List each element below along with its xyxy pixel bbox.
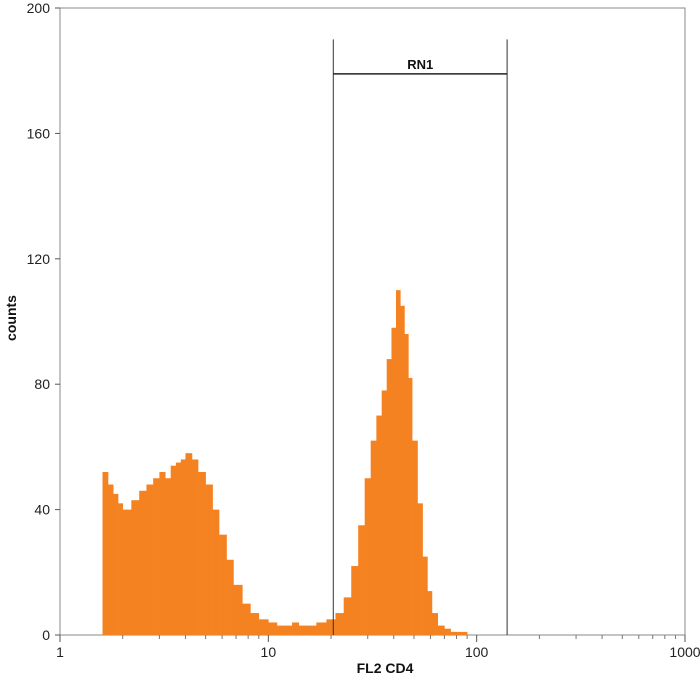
histogram-bar: [212, 509, 220, 635]
histogram-bar: [358, 525, 365, 635]
y-axis: 0 40 80 120 160 200: [27, 0, 60, 643]
histogram-bar: [422, 556, 428, 636]
histogram-bar: [450, 631, 457, 635]
y-tick-label: 200: [27, 0, 51, 16]
y-tick-label: 0: [42, 627, 50, 643]
x-tick-label: 1: [56, 644, 64, 660]
x-axis: 1 10 100 1000: [56, 635, 700, 660]
histogram-bar: [118, 503, 124, 635]
histogram-bar: [437, 625, 445, 635]
histogram-bar: [258, 619, 269, 635]
histogram-bar: [412, 440, 418, 635]
x-tick-label: 1000: [669, 644, 700, 660]
histogram-bar: [175, 462, 182, 635]
histogram-bar: [226, 559, 234, 635]
histogram-bar: [343, 597, 352, 635]
histogram-bar: [205, 484, 213, 635]
histogram-bars: [102, 290, 468, 636]
histogram-bar: [408, 377, 413, 635]
histogram-bar: [233, 584, 243, 635]
x-tick-label: 10: [261, 644, 277, 660]
histogram-bar: [417, 503, 423, 635]
histogram-bar: [400, 305, 405, 635]
histogram-bar: [159, 471, 166, 635]
histogram-bar: [242, 603, 251, 635]
histogram-bar: [219, 534, 227, 635]
gate-markers: RN1: [332, 39, 508, 635]
x-axis-title: FL2 CD4: [357, 660, 414, 676]
histogram-bar: [113, 493, 119, 635]
histogram-bar: [139, 490, 147, 635]
histogram-bar: [250, 613, 260, 635]
histogram-bar: [198, 471, 206, 635]
gate-label: RN1: [407, 57, 433, 72]
x-tick-label: 100: [465, 644, 489, 660]
y-axis-title: counts: [3, 295, 19, 341]
y-tick-label: 40: [34, 502, 50, 518]
histogram-bar: [444, 628, 451, 635]
y-tick-label: 160: [27, 125, 51, 141]
histogram-bar: [185, 453, 193, 635]
histogram-bar: [381, 390, 388, 635]
histogram-bar: [165, 478, 172, 635]
histogram-bar: [316, 622, 327, 635]
histogram-bar: [456, 631, 468, 635]
histogram-bar: [131, 500, 140, 635]
histogram-bar: [180, 459, 186, 635]
histogram-bar: [122, 509, 132, 635]
histogram-bar: [276, 625, 286, 635]
y-tick-label: 120: [27, 251, 51, 267]
histogram-bar: [305, 625, 317, 635]
histogram-bar: [102, 471, 109, 635]
histogram-bar: [326, 619, 336, 635]
histogram-bar: [284, 625, 293, 635]
histogram-bar: [292, 622, 300, 635]
histogram-bar: [404, 334, 409, 635]
histogram-bar: [386, 359, 392, 635]
histogram-bar: [268, 622, 278, 635]
histogram-bar: [364, 478, 371, 635]
histogram-bar: [298, 625, 306, 635]
histogram-bar: [170, 465, 177, 635]
histogram-bar: [335, 613, 344, 635]
histogram-bar: [108, 484, 114, 635]
histogram-bar: [376, 415, 382, 635]
histogram-bar: [427, 591, 433, 635]
histogram-bar: [396, 290, 401, 635]
histogram-bar: [370, 440, 377, 635]
histogram-bar: [431, 613, 438, 635]
histogram-bar: [351, 566, 359, 635]
histogram-bar: [191, 459, 199, 635]
y-tick-label: 80: [34, 376, 50, 392]
histogram-bar: [391, 327, 397, 635]
histogram-bar: [153, 478, 160, 635]
histogram-bar: [146, 484, 154, 635]
